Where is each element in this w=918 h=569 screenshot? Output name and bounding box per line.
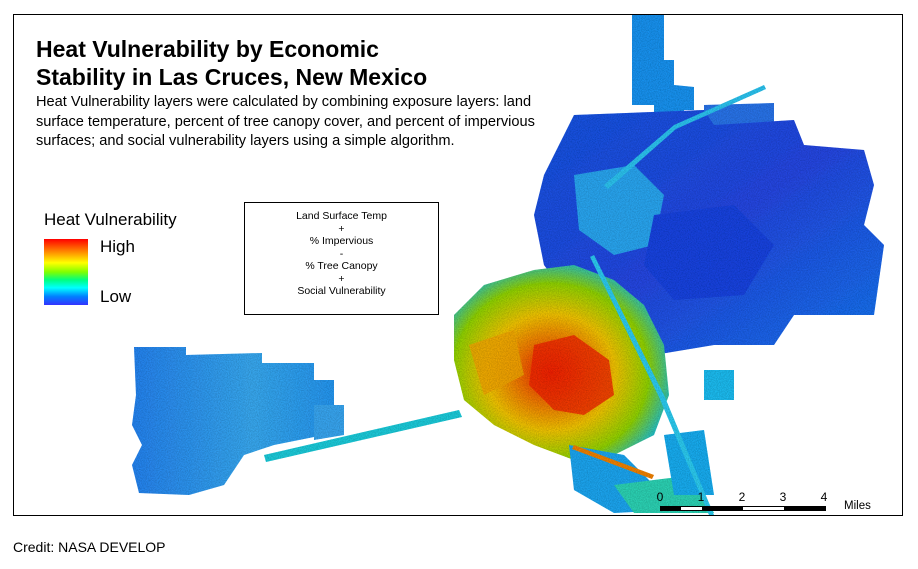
scale-tick-label: 4 (820, 490, 828, 504)
formula-line: Land Surface Temp (296, 210, 387, 222)
scale-segment (661, 507, 681, 510)
scale-unit-label: Miles (844, 500, 871, 512)
scale-segment (702, 507, 743, 510)
formula-box: Land Surface Temp + % Impervious - % Tre… (244, 202, 439, 315)
formula-line: + (338, 272, 345, 285)
formula-line: Social Vulnerability (297, 285, 386, 297)
legend-low-label: Low (100, 287, 132, 306)
scale-bar-graphic (660, 506, 826, 511)
map-description: Heat Vulnerability layers were calculate… (36, 94, 535, 149)
legend-high-label: High (100, 237, 135, 256)
map-title-line1: Heat Vulnerability by Economic (36, 36, 379, 62)
formula-line: + (338, 222, 345, 235)
formula-line: % Tree Canopy (305, 260, 378, 272)
scale-tick-label: 1 (697, 490, 705, 504)
scale-bar: 0 1 2 3 4 Miles (656, 490, 890, 514)
legend-title: Heat Vulnerability (44, 210, 177, 229)
map-title-line2: Stability in Las Cruces, New Mexico (36, 64, 428, 90)
scale-tick-label: 0 (656, 490, 664, 504)
map-frame: Heat Vulnerability by Economic Stability… (13, 14, 903, 516)
formula-line: - (339, 247, 344, 260)
scale-segment (784, 507, 825, 510)
legend-color-ramp (44, 239, 88, 305)
scale-tick-label: 3 (779, 490, 787, 504)
heat-vulnerability-map (132, 15, 884, 515)
credit-text: Credit: NASA DEVELOP (13, 539, 166, 555)
formula-line: % Impervious (309, 235, 374, 247)
map-title: Heat Vulnerability by Economic Stability… (36, 35, 427, 91)
scale-tick-label: 2 (738, 490, 746, 504)
